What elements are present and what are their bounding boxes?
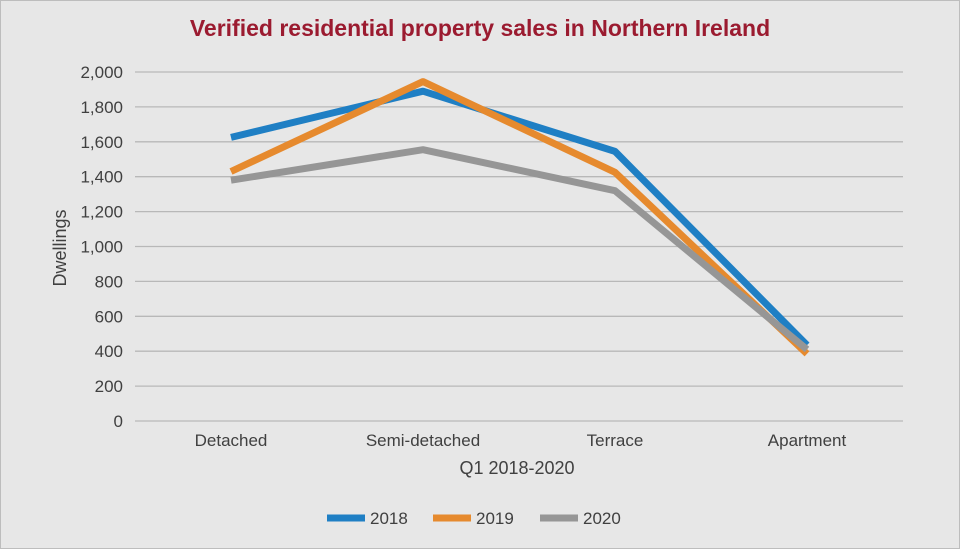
y-tick-label: 200 [95, 377, 123, 396]
x-axis-title: Q1 2018-2020 [459, 458, 574, 478]
y-tick-label: 1,000 [80, 238, 123, 257]
legend-label-2020: 2020 [583, 509, 621, 528]
y-axis-title: Dwellings [50, 209, 70, 286]
x-tick-label: Terrace [587, 431, 644, 450]
series-lines [229, 78, 810, 357]
y-tick-label: 2,000 [80, 63, 123, 82]
y-tick-label: 1,800 [80, 98, 123, 117]
y-tick-label: 1,400 [80, 168, 123, 187]
legend-label-2018: 2018 [370, 509, 408, 528]
y-tick-label: 800 [95, 272, 123, 291]
x-tick-label: Apartment [768, 431, 847, 450]
y-tick-label: 1,200 [80, 203, 123, 222]
y-tick-label: 0 [114, 412, 123, 431]
y-tick-label: 600 [95, 307, 123, 326]
chart-title: Verified residential property sales in N… [189, 15, 771, 41]
series-line-2019 [229, 78, 810, 357]
series-line-2018 [230, 87, 810, 348]
y-tick-label: 400 [95, 342, 123, 361]
y-tick-label: 1,600 [80, 133, 123, 152]
x-axis-ticks: Detached Semi-detached Terrace Apartment [195, 431, 847, 450]
x-tick-label: Semi-detached [366, 431, 480, 450]
y-axis-ticks: 0 200 400 600 800 1,000 1,200 1,400 1,600 1,800 2,… [80, 63, 123, 431]
x-tick-label: Detached [195, 431, 268, 450]
legend-label-2019: 2019 [476, 509, 514, 528]
legend: 2018 2019 2020 [327, 509, 621, 528]
series-line-2020 [230, 146, 810, 353]
